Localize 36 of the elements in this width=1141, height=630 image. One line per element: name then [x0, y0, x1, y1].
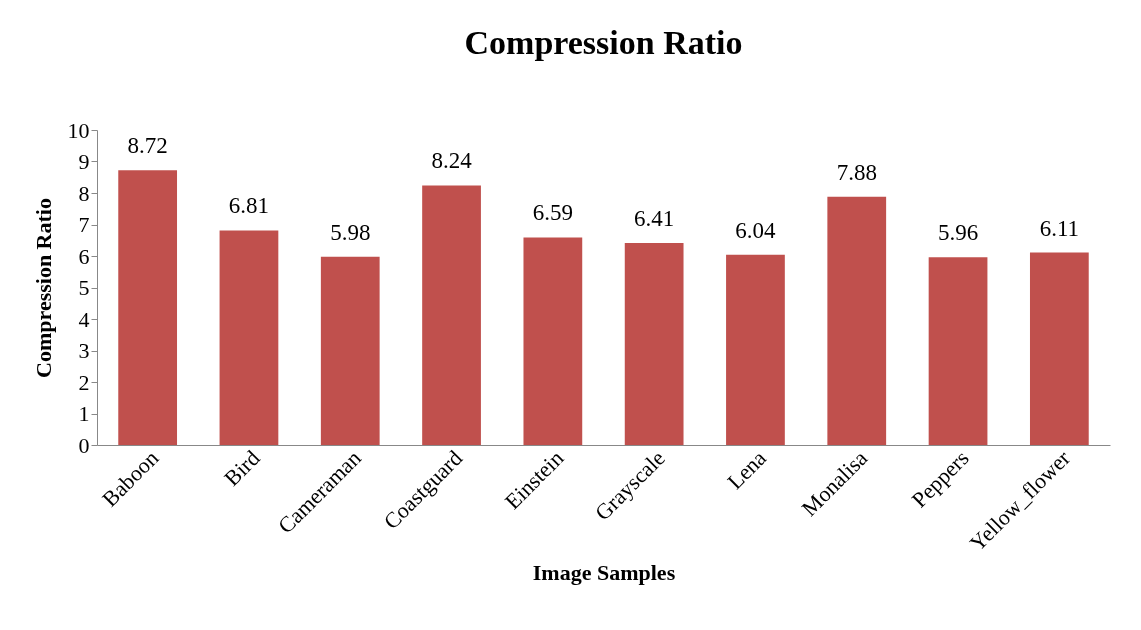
- x-axis-title: Image Samples: [532, 559, 676, 585]
- data-label: 6.41: [634, 206, 675, 232]
- bar: [827, 196, 887, 445]
- y-tick-label: 1: [78, 401, 90, 426]
- data-label: 6.81: [228, 193, 270, 219]
- y-tick-label: 8: [78, 180, 90, 206]
- bar: [624, 243, 684, 445]
- data-label: 8.72: [127, 133, 168, 159]
- y-tick-label: 9: [78, 149, 90, 174]
- y-tick-label: 4: [78, 306, 90, 332]
- data-label: 6.04: [735, 217, 777, 243]
- data-label: 7.88: [836, 159, 877, 185]
- chart-title: Compression Ratio: [464, 24, 743, 61]
- bar: [726, 254, 785, 445]
- data-label: 5.96: [937, 220, 979, 246]
- data-label: 6.11: [1039, 215, 1080, 241]
- y-tick-label: 2: [78, 369, 90, 395]
- x-tick-label: Bird: [219, 445, 265, 491]
- y-tick-label: 5: [78, 275, 90, 300]
- bar: [1029, 252, 1089, 445]
- bar: [523, 237, 583, 445]
- y-axis-title: Compression Ratio: [30, 198, 56, 378]
- bar: [118, 170, 178, 445]
- y-tick-label: 7: [78, 212, 90, 237]
- data-label: 6.59: [532, 200, 573, 226]
- y-tick-label: 3: [78, 338, 90, 363]
- y-tick-label: 6: [78, 243, 90, 269]
- bar: [219, 230, 279, 445]
- data-label: 5.98: [330, 219, 371, 245]
- x-tick-label: Lena: [722, 445, 772, 495]
- y-tick-label: 10: [67, 117, 90, 143]
- bar: [320, 256, 380, 445]
- data-label: 8.24: [431, 148, 473, 174]
- bar: [928, 257, 988, 445]
- y-tick-label: 0: [78, 432, 90, 458]
- bar: [422, 185, 481, 445]
